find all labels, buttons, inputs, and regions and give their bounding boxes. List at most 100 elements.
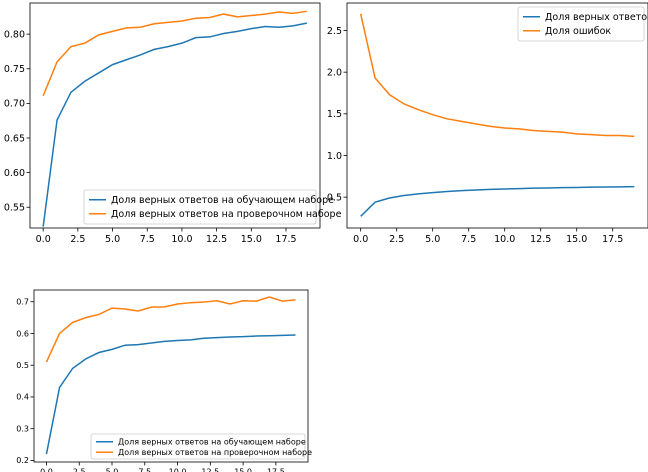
y-tick-label: 2.0 bbox=[327, 67, 342, 78]
series-line-blue bbox=[45, 334, 296, 455]
x-tick: 12.5 bbox=[206, 228, 227, 245]
y-tick-label: 0.6 bbox=[16, 329, 29, 338]
x-tick: 15.0 bbox=[241, 228, 262, 245]
legend-entry-label: Доля верных ответов на проверочном набор… bbox=[118, 448, 312, 457]
chart-accuracy-loss: 0.0 2.5 5.0 7.5 10.0 12.5 15.0 17.5 0.5 1.0 1.5 2.0… bbox=[327, 2, 648, 245]
x-tick: 7.5 bbox=[138, 462, 151, 472]
chart-train-val-accuracy-2: 0.0 2.5 5.0 7.5 10.0 12.5 15.0 17.5 0.2 0.3 0.4 0.5… bbox=[16, 289, 312, 472]
legend-box bbox=[90, 433, 306, 460]
legend-box bbox=[83, 189, 317, 225]
y-tick: 0.5 bbox=[16, 361, 34, 370]
x-tick-label: 10.0 bbox=[494, 234, 515, 245]
y-tick: 0.70 bbox=[4, 99, 30, 110]
axes-frame bbox=[33, 289, 309, 463]
x-tick: 12.5 bbox=[201, 462, 219, 472]
y-tick: 0.3 bbox=[16, 424, 34, 433]
series-line-blue bbox=[42, 22, 307, 227]
y-tick-label: 0.60 bbox=[4, 168, 25, 179]
axes-frame bbox=[346, 2, 648, 229]
x-tick: 10.0 bbox=[169, 462, 187, 472]
x-tick-label: 12.5 bbox=[206, 234, 227, 245]
legend-entry-label: Доля ошибок bbox=[545, 26, 611, 37]
y-tick: 0.80 bbox=[4, 29, 30, 40]
y-tick: 0.65 bbox=[4, 133, 30, 144]
y-tick-label: 0.80 bbox=[4, 29, 25, 40]
x-tick: 2.5 bbox=[70, 228, 85, 245]
x-tick-label: 10.0 bbox=[171, 234, 192, 245]
x-tick: 10.0 bbox=[494, 228, 515, 245]
x-tick-label: 0.0 bbox=[353, 234, 368, 245]
x-tick-label: 7.5 bbox=[461, 234, 476, 245]
x-tick-label: 7.5 bbox=[138, 468, 151, 472]
x-tick: 0.0 bbox=[353, 228, 368, 245]
x-tick-label: 2.5 bbox=[73, 468, 86, 472]
series-line-orange bbox=[359, 13, 635, 138]
y-tick-label: 0.4 bbox=[16, 393, 29, 402]
x-tick: 15.0 bbox=[566, 228, 587, 245]
series-line-orange bbox=[45, 296, 296, 363]
legend-entry-label: Доля верных ответов bbox=[545, 12, 648, 23]
x-tick-label: 5.0 bbox=[105, 234, 120, 245]
y-tick-label: 1.5 bbox=[327, 109, 342, 120]
x-tick: 17.5 bbox=[275, 228, 297, 245]
x-tick: 5.0 bbox=[105, 228, 120, 245]
x-tick-label: 15.0 bbox=[234, 468, 252, 472]
x-tick: 15.0 bbox=[234, 462, 252, 472]
y-tick-label: 0.75 bbox=[4, 64, 25, 75]
chart-train-val-accuracy: 0.0 2.5 5.0 7.5 10.0 12.5 15.0 17.5 0.55 0.60 0.65… bbox=[4, 2, 342, 245]
legend-entry-label: Доля верных ответов на проверочном набор… bbox=[111, 209, 342, 220]
y-tick: 2.5 bbox=[327, 26, 347, 37]
axes-frame bbox=[29, 2, 321, 229]
y-tick-label: 0.7 bbox=[16, 298, 29, 307]
x-tick-label: 5.0 bbox=[106, 468, 119, 472]
x-tick: 17.5 bbox=[267, 462, 285, 472]
x-tick: 0.0 bbox=[40, 462, 53, 472]
x-tick-label: 7.5 bbox=[140, 234, 155, 245]
legend-entry-label: Доля верных ответов на обучающем наборе bbox=[111, 195, 334, 206]
x-tick-label: 0.0 bbox=[40, 468, 53, 472]
legend: Доля верных ответов Доля ошибок bbox=[517, 6, 648, 42]
x-tick-label: 17.5 bbox=[275, 234, 296, 245]
y-tick-label: 0.5 bbox=[327, 192, 342, 203]
y-tick: 0.6 bbox=[16, 329, 34, 338]
x-tick-label: 5.0 bbox=[425, 234, 440, 245]
x-tick: 17.5 bbox=[602, 228, 623, 245]
x-tick-label: 17.5 bbox=[602, 234, 623, 245]
legend: Доля верных ответов на обучающем набореД… bbox=[90, 433, 312, 460]
x-tick-label: 12.5 bbox=[530, 234, 551, 245]
x-tick: 0.0 bbox=[36, 228, 51, 245]
x-tick: 5.0 bbox=[106, 462, 119, 472]
y-tick-label: 0.55 bbox=[4, 203, 25, 214]
series-line-orange bbox=[42, 10, 307, 97]
x-tick: 2.5 bbox=[73, 462, 86, 472]
y-tick-label: 0.70 bbox=[4, 99, 25, 110]
x-tick-label: 0.0 bbox=[36, 234, 51, 245]
y-tick-label: 2.5 bbox=[327, 26, 342, 37]
y-tick-label: 0.2 bbox=[16, 456, 29, 465]
y-tick-label: 0.5 bbox=[16, 361, 29, 370]
y-tick-label: 0.65 bbox=[4, 133, 25, 144]
x-tick-label: 2.5 bbox=[389, 234, 404, 245]
y-tick: 0.75 bbox=[4, 64, 30, 75]
y-tick: 2.0 bbox=[327, 67, 347, 78]
legend-entry-label: Доля верных ответов на обучающем наборе bbox=[118, 438, 306, 447]
x-tick-label: 2.5 bbox=[70, 234, 85, 245]
legend-box bbox=[517, 6, 645, 42]
x-tick: 12.5 bbox=[530, 228, 551, 245]
x-tick: 5.0 bbox=[425, 228, 440, 245]
x-tick-label: 15.0 bbox=[241, 234, 262, 245]
y-tick: 0.4 bbox=[16, 393, 34, 402]
series-line-blue bbox=[360, 185, 635, 217]
x-tick: 10.0 bbox=[171, 228, 193, 245]
x-tick: 7.5 bbox=[140, 228, 155, 245]
y-tick-label: 0.3 bbox=[16, 424, 29, 433]
x-tick-label: 10.0 bbox=[169, 468, 187, 472]
x-tick-label: 12.5 bbox=[201, 468, 219, 472]
y-tick: 0.2 bbox=[16, 456, 34, 465]
y-tick: 1.0 bbox=[327, 151, 347, 162]
y-tick: 0.55 bbox=[4, 203, 30, 214]
x-tick: 7.5 bbox=[461, 228, 476, 245]
y-tick: 1.5 bbox=[327, 109, 347, 120]
x-tick-label: 17.5 bbox=[267, 468, 285, 472]
x-tick: 2.5 bbox=[389, 228, 404, 245]
